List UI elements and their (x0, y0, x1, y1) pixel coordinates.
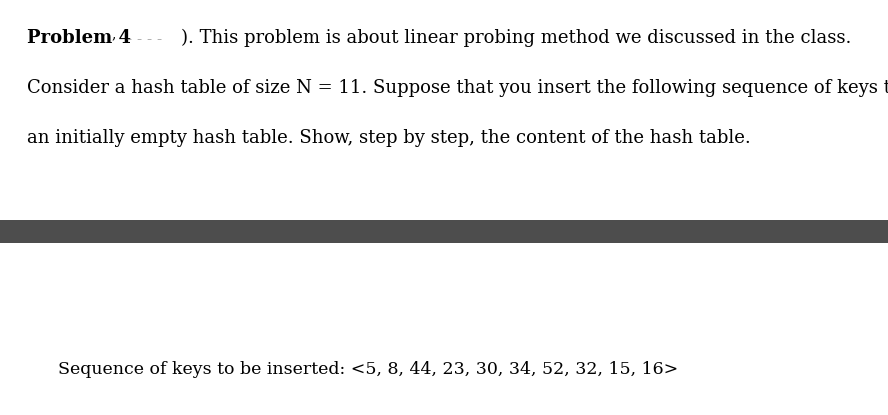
Text: ). This problem is about linear probing method we discussed in the class.: ). This problem is about linear probing … (181, 29, 852, 47)
Text: ,: , (112, 27, 116, 41)
Text: - - - -: - - - - (127, 33, 163, 47)
Text: Problem 4: Problem 4 (27, 29, 131, 47)
Text: an initially empty hash table. Show, step by step, the content of the hash table: an initially empty hash table. Show, ste… (27, 129, 750, 146)
Text: Sequence of keys to be inserted: <5, 8, 44, 23, 30, 34, 52, 32, 15, 16>: Sequence of keys to be inserted: <5, 8, … (58, 361, 678, 378)
FancyBboxPatch shape (0, 220, 888, 243)
Text: Consider a hash table of size N = 11. Suppose that you insert the following sequ: Consider a hash table of size N = 11. Su… (27, 79, 888, 97)
